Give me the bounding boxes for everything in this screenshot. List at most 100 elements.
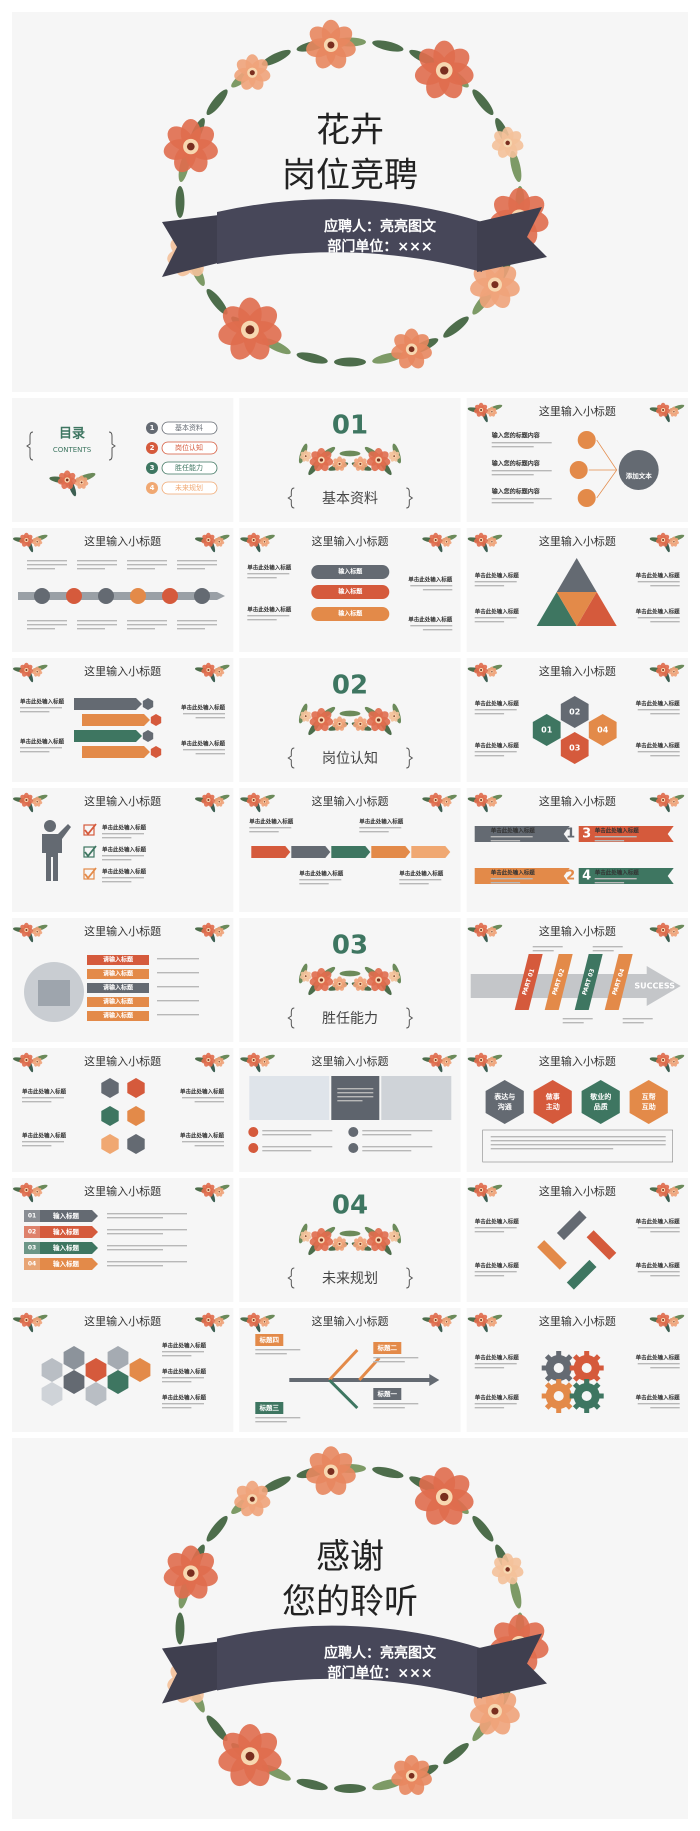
hexagon <box>560 732 589 764</box>
text-placeholder <box>474 751 517 753</box>
flower-core <box>25 1318 28 1322</box>
step-block <box>291 846 331 858</box>
flower <box>214 796 225 807</box>
branch <box>328 1348 359 1382</box>
caption: 单击此处输入标题 <box>20 698 65 706</box>
text-placeholder <box>399 879 442 881</box>
flower-core <box>393 1235 395 1237</box>
flower-core <box>673 541 675 543</box>
flower <box>473 1182 489 1197</box>
slide-title: 这里输入小标题 <box>311 1054 388 1068</box>
text-placeholder <box>474 1403 517 1405</box>
flower-core <box>662 928 665 932</box>
banner <box>474 826 570 842</box>
text-placeholder <box>422 629 453 631</box>
hexagon <box>560 696 589 728</box>
banner-number: 1 <box>566 827 575 842</box>
text-placeholder <box>637 709 680 711</box>
icon-circle <box>577 431 596 449</box>
title: 感谢 <box>316 1537 384 1577</box>
flower <box>19 1052 34 1067</box>
text-placeholder <box>255 1421 287 1423</box>
text-placeholder <box>107 1233 163 1235</box>
flower-core <box>491 1061 493 1063</box>
hexagon <box>63 1370 85 1394</box>
interlock-piece <box>556 1210 587 1241</box>
hex-label: 做事 <box>545 1092 560 1101</box>
flower <box>74 475 89 489</box>
title: 岗位竞聘 <box>282 156 418 196</box>
flower-core <box>393 715 395 717</box>
caption: 单击此处输入标题 <box>636 700 681 708</box>
flower <box>655 1312 671 1327</box>
flower-core <box>673 1061 675 1063</box>
icon <box>348 1143 359 1153</box>
caption: 单击此处输入标题 <box>102 846 147 854</box>
flower <box>388 450 401 462</box>
hexagon <box>629 1080 668 1124</box>
ribbon <box>477 207 547 272</box>
banner <box>578 826 674 842</box>
flower-core <box>245 325 255 335</box>
flower-core <box>338 982 341 985</box>
toc-number: 4 <box>150 484 155 492</box>
center-circle <box>618 450 659 490</box>
text-placeholder <box>157 986 199 988</box>
flower-core <box>25 1058 28 1062</box>
flower <box>201 532 216 547</box>
text-placeholder <box>107 1229 187 1231</box>
flower <box>299 710 312 722</box>
text-placeholder <box>474 621 505 623</box>
flower <box>332 456 347 471</box>
flower <box>655 1052 671 1067</box>
flower-core <box>491 801 493 803</box>
flower-core <box>480 538 483 542</box>
flower <box>19 662 34 677</box>
leaf <box>339 710 361 717</box>
checkmark <box>84 823 97 836</box>
text-placeholder <box>77 628 105 630</box>
text-placeholder <box>474 1407 505 1409</box>
text-placeholder <box>77 560 117 562</box>
flower <box>388 1230 401 1242</box>
flower <box>366 1228 391 1252</box>
flower <box>57 470 77 489</box>
tab <box>24 1258 40 1270</box>
caption: 单击此处输入标题 <box>299 870 344 878</box>
person-body <box>42 824 71 881</box>
flower-core <box>673 1321 675 1323</box>
flower <box>299 970 312 982</box>
flower <box>668 666 679 677</box>
hex-label: 沟通 <box>498 1102 513 1111</box>
slide-thumbnail: 这里输入小标题单击此处输入标题单击此处输入标题单击此处输入标题单击此处输入标题 <box>239 788 461 912</box>
flower-core <box>304 975 307 977</box>
hex-label: 敬业的 <box>589 1092 611 1101</box>
photo <box>249 1076 330 1120</box>
band-label: 输入标题 <box>53 1243 80 1252</box>
box-label: 标题三 <box>259 1403 280 1412</box>
slide-thumbnail: 这里输入小标题 1 单击此处输入标题 3 单击此处输入标题 2 单击此处输入标题 4 单击此处输… <box>466 788 689 912</box>
flower <box>214 926 225 937</box>
text-placeholder <box>650 1407 680 1409</box>
flower-core <box>218 1191 220 1193</box>
text-placeholder <box>195 717 225 719</box>
caption: 单击此处输入标题 <box>399 870 444 878</box>
text-placeholder <box>491 446 534 448</box>
text-placeholder <box>177 568 205 570</box>
flower <box>428 1052 443 1067</box>
flower-core <box>252 538 255 542</box>
slide-thumbnail: 目录 CONTENTS 1 基本资料 2 岗位认知 3 胜任能力 4 未来规划 <box>12 398 234 522</box>
text-placeholder <box>637 751 680 753</box>
text-placeholder <box>162 1403 204 1405</box>
bar-label: 请输入标题 <box>103 1012 134 1020</box>
box-label: 标题二 <box>377 1343 398 1352</box>
text-placeholder <box>490 840 521 842</box>
ribbon <box>162 1640 227 1704</box>
brace <box>287 1267 295 1289</box>
flower <box>19 532 34 547</box>
flower <box>214 1316 225 1327</box>
flower <box>486 536 497 547</box>
